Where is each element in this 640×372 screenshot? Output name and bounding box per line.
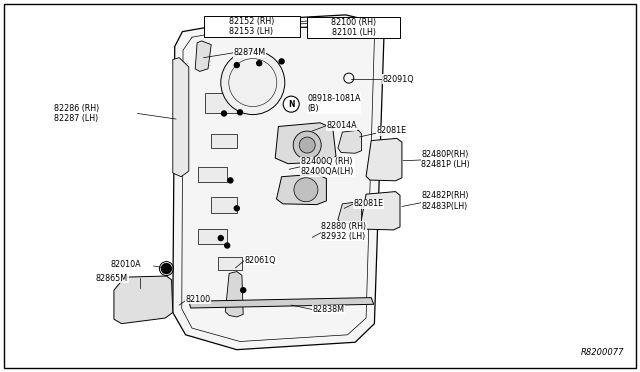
Polygon shape bbox=[338, 130, 362, 153]
Polygon shape bbox=[114, 276, 173, 324]
Polygon shape bbox=[276, 174, 326, 205]
Bar bbox=[205, 93, 240, 113]
Circle shape bbox=[237, 110, 243, 115]
Text: 82091Q: 82091Q bbox=[383, 75, 414, 84]
Circle shape bbox=[234, 62, 239, 68]
Polygon shape bbox=[360, 192, 400, 230]
Bar bbox=[307, 17, 400, 38]
Circle shape bbox=[234, 206, 239, 211]
Bar bbox=[204, 16, 300, 37]
Text: 82865M: 82865M bbox=[96, 274, 128, 283]
Circle shape bbox=[221, 51, 285, 115]
Polygon shape bbox=[189, 298, 374, 308]
Circle shape bbox=[283, 96, 300, 112]
Bar bbox=[198, 229, 227, 244]
Circle shape bbox=[241, 288, 246, 293]
Text: R8200077: R8200077 bbox=[580, 348, 624, 357]
Text: 82482P(RH)
82483P(LH): 82482P(RH) 82483P(LH) bbox=[421, 191, 468, 211]
Polygon shape bbox=[275, 123, 336, 164]
Text: 82010A: 82010A bbox=[110, 260, 141, 269]
Polygon shape bbox=[225, 272, 243, 317]
Polygon shape bbox=[195, 41, 211, 71]
Bar bbox=[211, 134, 237, 148]
Circle shape bbox=[225, 243, 230, 248]
Text: 82100 (RH)
82101 (LH): 82100 (RH) 82101 (LH) bbox=[331, 18, 376, 37]
Text: 82061Q: 82061Q bbox=[244, 256, 276, 265]
Text: 82081E: 82081E bbox=[376, 126, 406, 135]
Circle shape bbox=[218, 235, 223, 241]
Polygon shape bbox=[338, 202, 362, 224]
Circle shape bbox=[228, 178, 233, 183]
Circle shape bbox=[257, 61, 262, 66]
Polygon shape bbox=[173, 58, 189, 177]
Bar bbox=[218, 257, 242, 270]
Bar bbox=[211, 197, 237, 213]
Circle shape bbox=[161, 264, 172, 273]
Text: 82838M: 82838M bbox=[312, 305, 344, 314]
Circle shape bbox=[300, 137, 315, 153]
Text: 82100: 82100 bbox=[186, 295, 211, 304]
Circle shape bbox=[294, 178, 318, 202]
Text: N: N bbox=[288, 100, 294, 109]
Text: 08918-1081A
(B): 08918-1081A (B) bbox=[307, 94, 361, 113]
Text: 82480P(RH)
82481P (LH): 82480P(RH) 82481P (LH) bbox=[421, 150, 470, 169]
Polygon shape bbox=[366, 138, 402, 181]
Text: 82014A: 82014A bbox=[326, 121, 357, 130]
Text: 82874M: 82874M bbox=[234, 48, 266, 57]
Text: 82400Q (RH)
82400QA(LH): 82400Q (RH) 82400QA(LH) bbox=[301, 157, 354, 176]
Circle shape bbox=[279, 59, 284, 64]
Bar bbox=[198, 167, 227, 182]
Text: 82152 (RH)
82153 (LH): 82152 (RH) 82153 (LH) bbox=[229, 17, 274, 36]
Polygon shape bbox=[173, 15, 384, 350]
Text: 82081E: 82081E bbox=[353, 199, 383, 208]
Circle shape bbox=[293, 131, 321, 159]
Text: 82880 (RH)
82932 (LH): 82880 (RH) 82932 (LH) bbox=[321, 222, 367, 241]
Text: 82286 (RH)
82287 (LH): 82286 (RH) 82287 (LH) bbox=[54, 104, 100, 123]
Circle shape bbox=[221, 111, 227, 116]
